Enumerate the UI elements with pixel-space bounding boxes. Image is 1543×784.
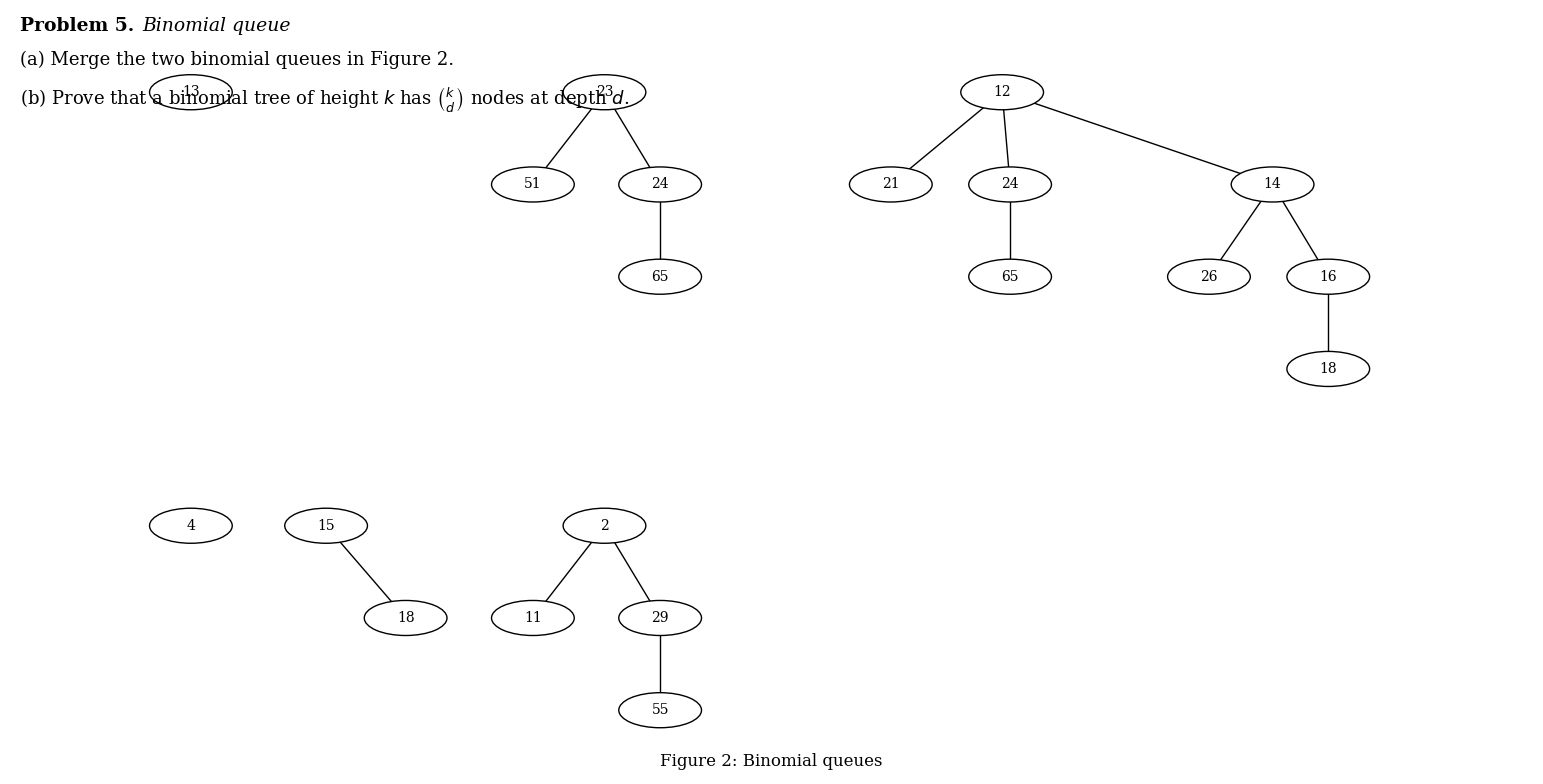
Ellipse shape <box>969 260 1051 294</box>
Text: 26: 26 <box>1200 270 1217 284</box>
Ellipse shape <box>150 508 233 543</box>
Text: 18: 18 <box>1319 362 1338 376</box>
Ellipse shape <box>1287 260 1370 294</box>
Text: Binomial queue: Binomial queue <box>142 17 290 35</box>
Ellipse shape <box>619 167 702 202</box>
Text: 24: 24 <box>651 177 670 191</box>
Text: 51: 51 <box>525 177 542 191</box>
Text: 11: 11 <box>525 611 542 625</box>
Ellipse shape <box>619 260 702 294</box>
Ellipse shape <box>619 693 702 728</box>
Text: 55: 55 <box>651 703 670 717</box>
Ellipse shape <box>150 74 233 110</box>
Text: 65: 65 <box>651 270 670 284</box>
Ellipse shape <box>969 167 1051 202</box>
Ellipse shape <box>850 167 932 202</box>
Text: 13: 13 <box>182 85 199 100</box>
Text: Problem 5.: Problem 5. <box>20 17 134 35</box>
Text: 12: 12 <box>994 85 1011 100</box>
Text: 24: 24 <box>1001 177 1018 191</box>
Ellipse shape <box>961 74 1043 110</box>
Ellipse shape <box>1168 260 1250 294</box>
Ellipse shape <box>619 601 702 636</box>
Ellipse shape <box>563 508 647 543</box>
Text: 14: 14 <box>1264 177 1281 191</box>
Text: 65: 65 <box>1001 270 1018 284</box>
Text: 21: 21 <box>883 177 900 191</box>
Ellipse shape <box>285 508 367 543</box>
Text: 4: 4 <box>187 519 196 533</box>
Ellipse shape <box>1231 167 1315 202</box>
Text: 29: 29 <box>651 611 670 625</box>
Ellipse shape <box>563 74 647 110</box>
Text: (a) Merge the two binomial queues in Figure 2.: (a) Merge the two binomial queues in Fig… <box>20 51 454 69</box>
Text: 2: 2 <box>600 519 609 533</box>
Ellipse shape <box>364 601 447 636</box>
Text: 16: 16 <box>1319 270 1338 284</box>
Text: 18: 18 <box>397 611 415 625</box>
Ellipse shape <box>492 601 574 636</box>
Ellipse shape <box>492 167 574 202</box>
Text: 15: 15 <box>318 519 335 533</box>
Text: Figure 2: Binomial queues: Figure 2: Binomial queues <box>660 753 883 770</box>
Ellipse shape <box>1287 351 1370 387</box>
Text: 23: 23 <box>596 85 613 100</box>
Text: (b) Prove that a binomial tree of height $k$ has $\binom{k}{d}$ nodes at depth $: (b) Prove that a binomial tree of height… <box>20 85 630 114</box>
